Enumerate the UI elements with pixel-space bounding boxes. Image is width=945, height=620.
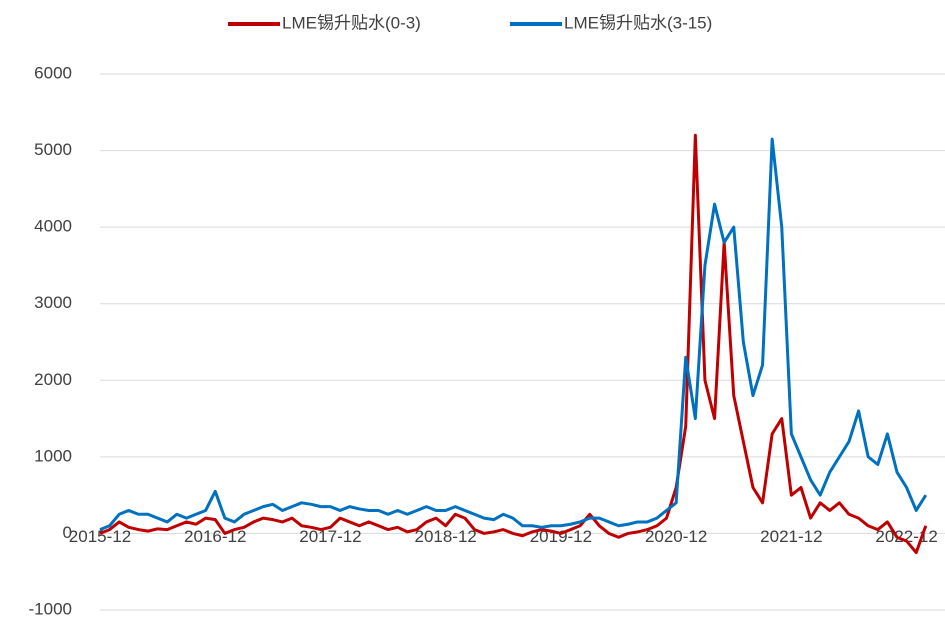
legend-item: LME锡升贴水(0-3) bbox=[228, 13, 421, 32]
legend-label: LME锡升贴水(0-3) bbox=[282, 13, 421, 32]
y-tick-label: 4000 bbox=[34, 217, 72, 236]
y-tick-label: 2000 bbox=[34, 370, 72, 389]
y-tick-label: 5000 bbox=[34, 140, 72, 159]
y-tick-label: 0 bbox=[63, 523, 72, 542]
legend-item: LME锡升贴水(3-15) bbox=[510, 13, 712, 32]
x-tick-label: 2020-12 bbox=[645, 527, 707, 546]
y-tick-label: 3000 bbox=[34, 293, 72, 312]
y-tick-label: 6000 bbox=[34, 63, 72, 82]
x-tick-label: 2021-12 bbox=[760, 527, 822, 546]
y-tick-label: -1000 bbox=[29, 599, 72, 618]
series-line bbox=[99, 133, 928, 555]
legend-label: LME锡升贴水(3-15) bbox=[564, 13, 712, 32]
y-tick-label: 1000 bbox=[34, 446, 72, 465]
series-line bbox=[99, 137, 928, 531]
x-tick-label: 2018-12 bbox=[414, 527, 476, 546]
x-tick-label: 2017-12 bbox=[299, 527, 361, 546]
x-tick-label: 2015-12 bbox=[69, 527, 131, 546]
